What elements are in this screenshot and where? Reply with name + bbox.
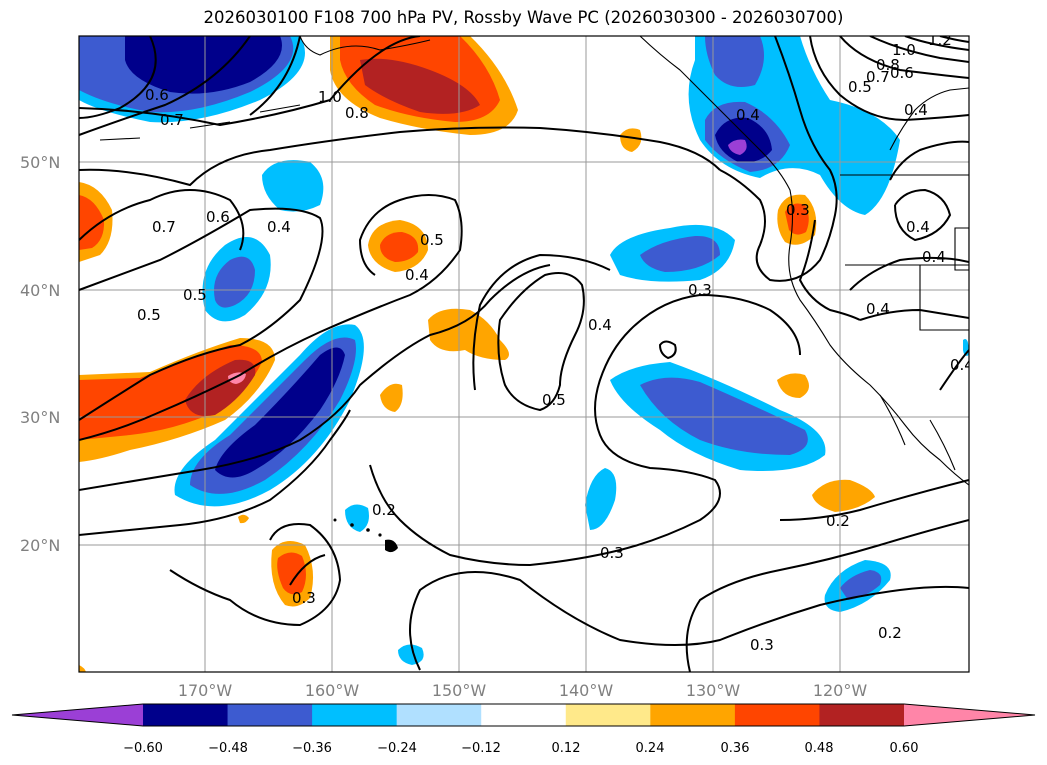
colorbar-segment xyxy=(734,704,820,726)
contour-label: 0.2 xyxy=(372,501,396,519)
contour-labels: 0.6 0.7 1.0 0.8 0.7 0.6 0.5 0.4 0.5 0.4 … xyxy=(137,31,974,654)
contour-label: 0.7 xyxy=(866,68,890,86)
contour-label: 0.4 xyxy=(950,356,974,374)
lat-label: 40°N xyxy=(20,281,60,300)
hawaii-islands xyxy=(333,518,398,553)
lat-lon-grid xyxy=(79,36,969,672)
colorbar-tick-label: 0.12 xyxy=(552,741,581,756)
map-title: 2026030100 F108 700 hPa PV, Rossby Wave … xyxy=(203,8,844,27)
coastlines xyxy=(99,36,969,486)
colorbar-ticks: −0.60 −0.48 −0.36 −0.24 −0.12 0.12 0.24 … xyxy=(123,741,918,756)
contour-label: 0.3 xyxy=(600,544,624,562)
contour-label: 1.0 xyxy=(892,41,916,59)
contour-label: 0.4 xyxy=(588,316,612,334)
lat-label: 20°N xyxy=(20,536,60,555)
positive-anomaly-shading xyxy=(79,36,875,672)
lon-label: 120°W xyxy=(813,681,868,700)
contour-label: 0.4 xyxy=(866,300,890,318)
contour-label: 0.3 xyxy=(292,589,316,607)
contour-label: 0.6 xyxy=(206,208,230,226)
contour-label: 0.7 xyxy=(152,218,176,236)
pv-contours xyxy=(79,36,969,672)
contour-label: 0.5 xyxy=(848,78,872,96)
colorbar-segment xyxy=(143,704,229,726)
map-panel: 0.6 0.7 1.0 0.8 0.7 0.6 0.5 0.4 0.5 0.4 … xyxy=(79,31,974,672)
lon-label: 130°W xyxy=(686,681,741,700)
contour-label: 0.4 xyxy=(906,218,930,236)
contour-label: 0.2 xyxy=(826,512,850,530)
contour-label: 0.4 xyxy=(405,266,429,284)
contour-label: 0.2 xyxy=(878,624,902,642)
colorbar-tick-label: 0.60 xyxy=(890,741,919,756)
colorbar-tick-label: −0.48 xyxy=(208,741,248,756)
contour-label: 1.0 xyxy=(318,88,342,106)
contour-label: 0.3 xyxy=(786,201,810,219)
colorbar-segment xyxy=(396,704,482,726)
colorbar-tick-label: 0.48 xyxy=(805,741,834,756)
colorbar-tick-label: −0.36 xyxy=(292,741,332,756)
colorbar-segment xyxy=(312,704,398,726)
colorbar-tick-label: −0.12 xyxy=(461,741,501,756)
colorbar-extend-low xyxy=(12,704,143,726)
lon-label: 140°W xyxy=(559,681,614,700)
contour-label: 0.3 xyxy=(750,636,774,654)
contour-label: 0.5 xyxy=(542,391,566,409)
colorbar-segment xyxy=(565,704,651,726)
contour-label: 0.8 xyxy=(345,104,369,122)
lon-label: 170°W xyxy=(178,681,233,700)
contour-label: 0.4 xyxy=(904,101,928,119)
lon-axis-labels: 170°W 160°W 150°W 140°W 130°W 120°W xyxy=(178,681,868,700)
colorbar-tick-label: −0.60 xyxy=(123,741,163,756)
contour-label: 0.6 xyxy=(890,64,914,82)
colorbar xyxy=(11,703,1036,727)
contour-label: 0.6 xyxy=(145,86,169,104)
contour-label: 0.7 xyxy=(160,111,184,129)
colorbar-outline xyxy=(11,703,1036,727)
contour-label: 1.2 xyxy=(928,31,952,49)
contour-label: 0.8 xyxy=(876,56,900,74)
contour-label: 0.3 xyxy=(688,281,712,299)
lat-label: 50°N xyxy=(20,153,60,172)
contour-label: 0.4 xyxy=(267,218,291,236)
lat-label: 30°N xyxy=(20,408,60,427)
contour-label: 0.5 xyxy=(183,286,207,304)
lon-label: 160°W xyxy=(305,681,360,700)
contour-label: 0.4 xyxy=(736,106,760,124)
map-frame xyxy=(78,35,970,673)
contour-label: 0.5 xyxy=(420,231,444,249)
colorbar-tick-label: 0.36 xyxy=(721,741,750,756)
colorbar-segment xyxy=(650,704,736,726)
colorbar-tick-label: −0.24 xyxy=(377,741,417,756)
colorbar-segment xyxy=(227,704,313,726)
colorbar-segment xyxy=(481,704,567,726)
colorbar-segment xyxy=(819,704,905,726)
lat-axis-labels: 50°N 40°N 30°N 20°N xyxy=(20,153,60,555)
contour-label: 0.5 xyxy=(137,306,161,324)
lon-label: 150°W xyxy=(432,681,487,700)
contour-label: 0.4 xyxy=(922,248,946,266)
colorbar-tick-label: 0.24 xyxy=(636,741,665,756)
colorbar-extend-high xyxy=(904,704,1035,726)
